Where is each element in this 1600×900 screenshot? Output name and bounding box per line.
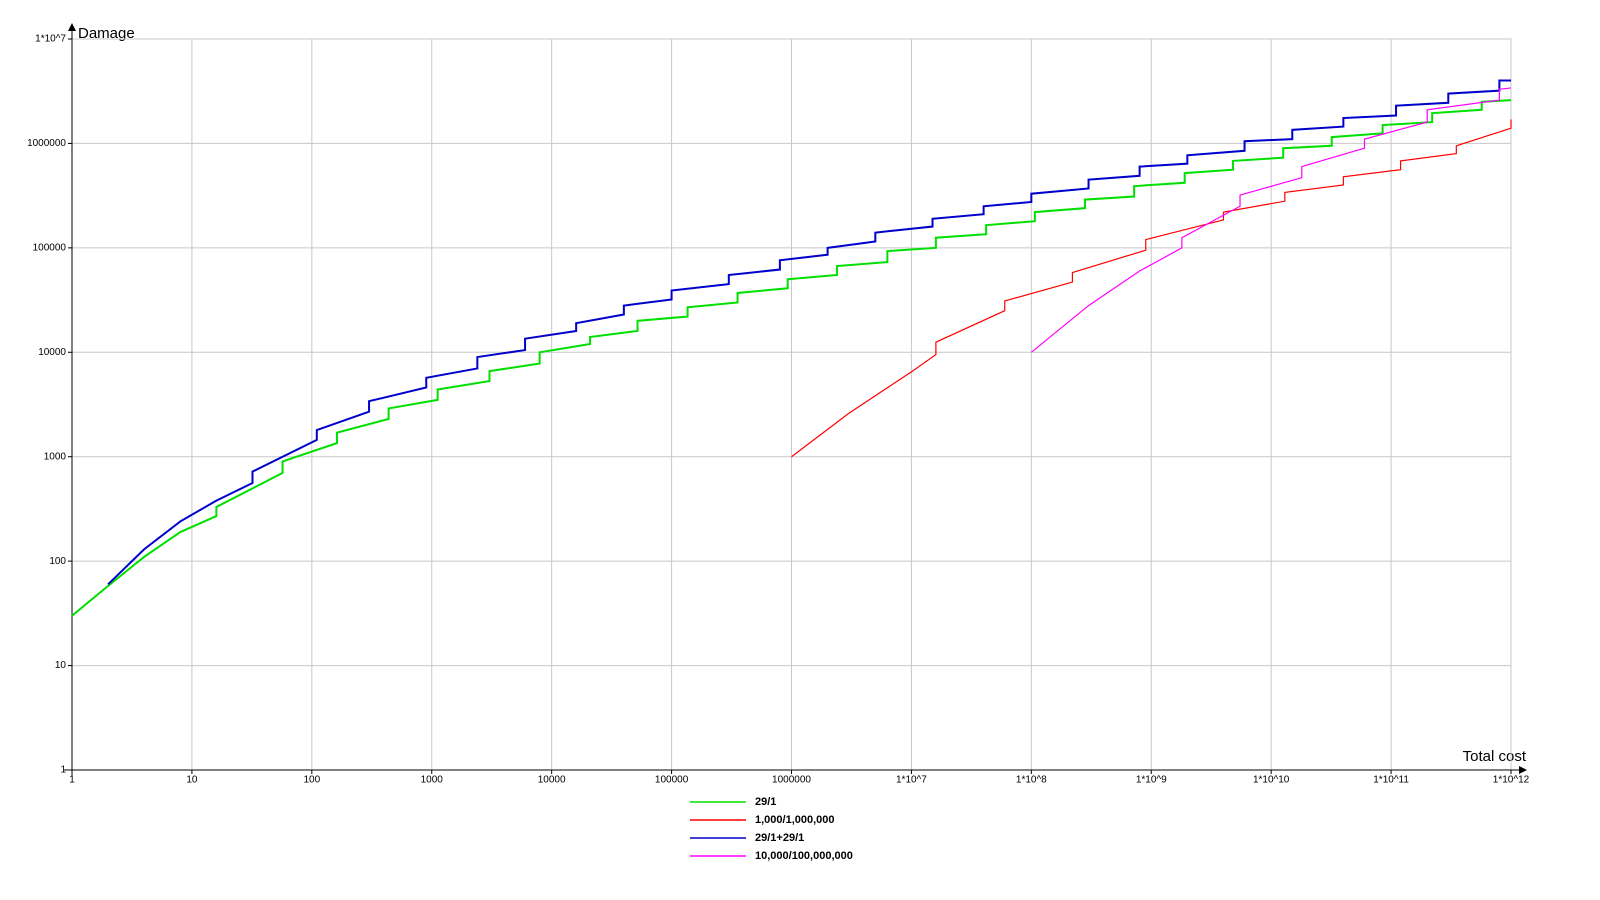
x-tick-label: 10000	[538, 775, 566, 786]
series-line	[71, 99, 1512, 617]
y-tick-label: 1	[60, 765, 66, 776]
y-axis-label: Damage	[78, 25, 135, 42]
legend-label: 1,000/1,000,000	[755, 814, 835, 826]
series-line	[791, 119, 1512, 458]
y-tick-label: 1000	[44, 451, 67, 462]
x-axis-arrow	[1519, 766, 1527, 774]
x-tick-label: 1*10^7	[896, 775, 927, 786]
x-tick-label: 1	[69, 775, 75, 786]
x-tick-label: 1*10^12	[1493, 775, 1530, 786]
x-tick-label: 1*10^8	[1016, 775, 1047, 786]
series-line	[1030, 87, 1512, 353]
y-tick-label: 100	[49, 556, 66, 567]
legend-label: 10,000/100,000,000	[755, 850, 853, 862]
y-axis-arrow	[68, 23, 76, 31]
x-tick-label: 10	[186, 775, 198, 786]
y-tick-label: 1*10^7	[35, 34, 66, 45]
x-tick-label: 100000	[655, 775, 689, 786]
x-tick-label: 1*10^11	[1373, 775, 1409, 786]
y-tick-label: 1000000	[27, 138, 66, 149]
legend-label: 29/1+29/1	[755, 832, 804, 844]
x-tick-label: 1*10^10	[1253, 775, 1290, 786]
y-tick-label: 100000	[33, 242, 67, 253]
y-tick-label: 10	[55, 660, 67, 671]
series-line	[107, 79, 1511, 586]
x-tick-label: 1*10^9	[1136, 775, 1167, 786]
x-tick-label: 1000000	[772, 775, 811, 786]
x-tick-label: 100	[303, 775, 320, 786]
y-tick-label: 10000	[38, 347, 66, 358]
x-tick-label: 1000	[421, 775, 444, 786]
legend-label: 29/1	[755, 796, 776, 808]
x-axis-label: Total cost	[1463, 748, 1527, 765]
